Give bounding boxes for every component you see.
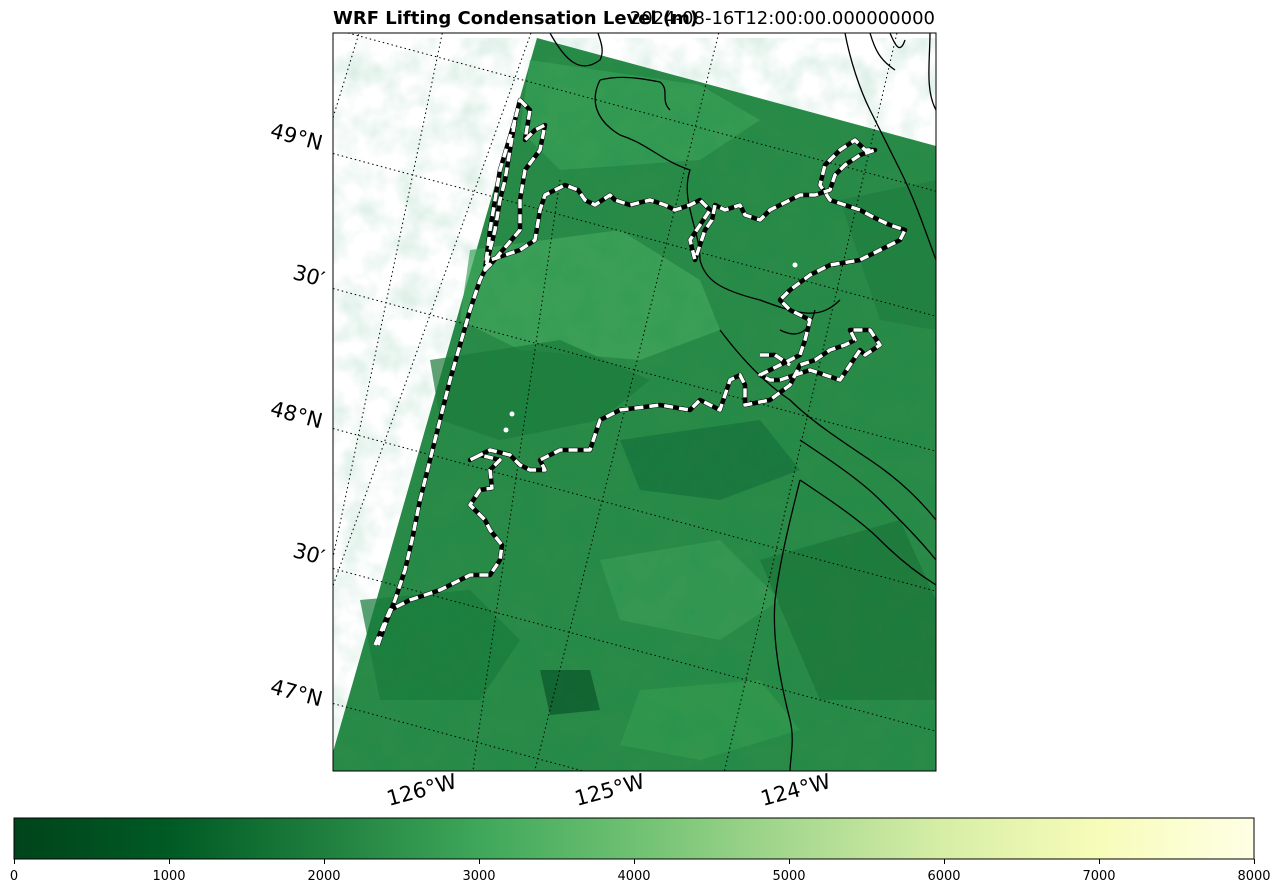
- colorbar-tickmark: [633, 859, 635, 864]
- colorbar-tick-label: 0: [9, 869, 19, 884]
- colorbar-tickmark: [943, 859, 945, 864]
- coastlines: [549, 33, 936, 771]
- colorbar-tickmark: [1253, 859, 1255, 864]
- map-area: [333, 33, 936, 771]
- colorbar-tickmark: [478, 859, 480, 864]
- contour-dots: [503, 262, 798, 433]
- colorbar-tickmark: [168, 859, 170, 864]
- map-timestamp: 2024-08-16T12:00:00.000000000: [629, 8, 935, 29]
- map-frame: [332, 32, 937, 772]
- colorbar-tick-label: 2000: [307, 869, 341, 884]
- colorbar-tickmark: [13, 859, 15, 864]
- colorbar: [13, 817, 1255, 860]
- colorbar-tick-label: 4000: [617, 869, 651, 884]
- colorbar-tick-label: 5000: [772, 869, 806, 884]
- contour-white: [373, 98, 907, 646]
- colorbar-tick-label: 7000: [1082, 869, 1116, 884]
- colorbar-tick-label: 8000: [1237, 869, 1271, 884]
- colorbar-tick-label: 1000: [152, 869, 186, 884]
- colorbar-tickmark: [788, 859, 790, 864]
- colorbar-tickmark: [323, 859, 325, 864]
- colorbar-tickmark: [1098, 859, 1100, 864]
- colorbar-tick-label: 6000: [927, 869, 961, 884]
- map-title: WRF Lifting Condensation Level (m): [333, 8, 699, 29]
- colorbar-tick-label: 3000: [462, 869, 496, 884]
